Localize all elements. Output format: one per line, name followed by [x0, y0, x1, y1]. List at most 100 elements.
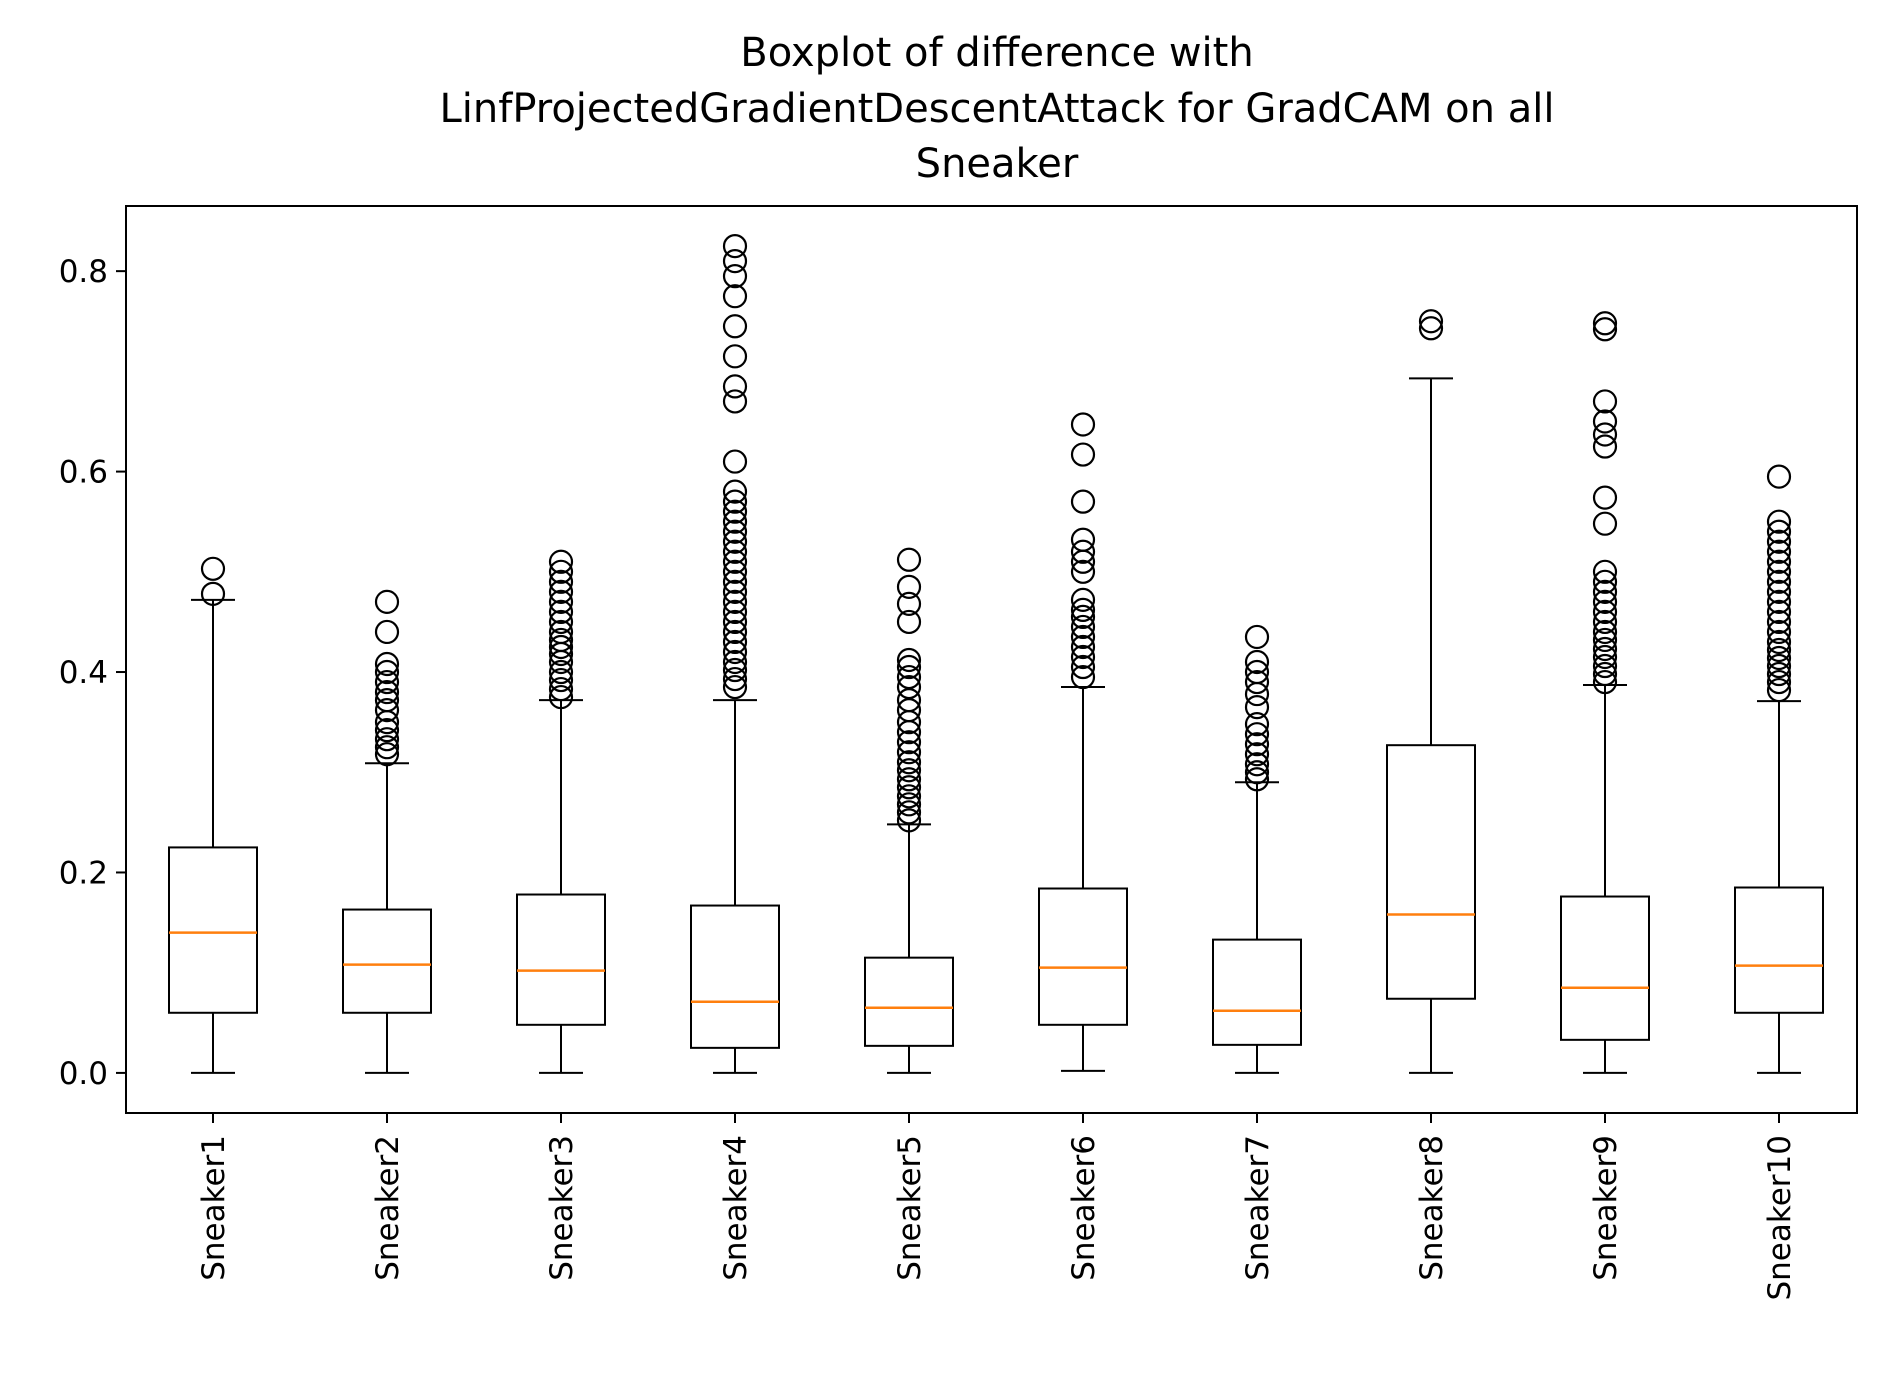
outlier-point [374, 659, 400, 685]
outlier-point [1592, 579, 1618, 604]
outlier-point [722, 249, 748, 274]
outlier-point [722, 549, 748, 574]
box-group-sneaker2 [342, 589, 432, 1074]
outlier-point [1592, 636, 1618, 662]
outlier-point [896, 740, 922, 765]
outlier-point [722, 374, 748, 399]
outlier-point [1070, 624, 1096, 650]
box-group-sneaker3 [516, 549, 606, 1074]
outlier-point [722, 579, 748, 604]
box-group-sneaker10 [1734, 464, 1824, 1074]
outlier-point [1244, 695, 1270, 720]
outlier-point [1070, 527, 1096, 552]
outlier-point [1766, 599, 1792, 624]
outlier-point [1418, 309, 1444, 334]
outlier-point [1592, 317, 1618, 342]
outlier-point [1070, 559, 1096, 584]
outlier-point [722, 569, 748, 594]
outlier-point [1244, 752, 1270, 777]
outlier-point [722, 489, 748, 514]
outlier-point [1070, 442, 1096, 467]
outlier-point [896, 758, 922, 783]
outlier-point [1766, 645, 1792, 671]
outlier-point [374, 718, 400, 743]
outlier-point [1592, 434, 1618, 459]
outlier-point [1592, 661, 1618, 687]
outlier-point [1766, 637, 1792, 663]
outlier-point [1592, 599, 1618, 624]
outlier-point [896, 609, 922, 635]
outlier-point [1244, 722, 1270, 747]
box-group-sneaker4 [690, 233, 780, 1074]
outlier-point [374, 698, 400, 723]
outlier-point [1070, 587, 1096, 612]
y-tick-label: 0.0 [59, 1056, 108, 1092]
outlier-point [896, 591, 922, 616]
outlier-point [1592, 311, 1618, 336]
outlier-point [374, 679, 400, 705]
outlier-point [896, 784, 922, 809]
outlier-point [722, 389, 748, 414]
outlier-point [896, 800, 922, 825]
outlier-point [1070, 634, 1096, 660]
outlier-point [722, 609, 748, 635]
outlier-point [896, 674, 922, 700]
outlier-point [722, 449, 748, 474]
outlier-point [374, 669, 400, 695]
outlier-point [1592, 619, 1618, 645]
outlier-point [200, 581, 226, 606]
outlier-point [1592, 409, 1618, 434]
outlier-point [1070, 597, 1096, 622]
outlier-point [722, 657, 748, 683]
iqr-box [1734, 886, 1824, 1014]
outlier-point [722, 479, 748, 504]
box-group-sneaker1 [168, 556, 258, 1074]
y-tick-label: 0.4 [59, 655, 108, 691]
outlier-point [722, 529, 748, 554]
outlier-point [722, 639, 748, 665]
outlier-point [1592, 559, 1618, 584]
outlier-point [1244, 712, 1270, 737]
outlier-point [1766, 589, 1792, 614]
x-tick-label: Sneaker8 [1414, 1135, 1450, 1281]
outlier-point [1766, 549, 1792, 574]
outlier-point [1766, 579, 1792, 604]
outlier-point [1592, 644, 1618, 670]
outlier-point [1592, 627, 1618, 653]
outlier-point [1070, 539, 1096, 564]
outlier-point [1418, 316, 1444, 341]
iqr-box [1386, 744, 1476, 1000]
outlier-point [1766, 539, 1792, 564]
iqr-box [1038, 887, 1128, 1026]
outlier-point [1244, 767, 1270, 792]
outlier-point [722, 559, 748, 584]
x-tick-label: Sneaker2 [370, 1135, 406, 1281]
outlier-point [722, 509, 748, 534]
x-tick-label: Sneaker9 [1588, 1135, 1624, 1281]
outlier-point [722, 539, 748, 564]
chart-title: Boxplot of difference with LinfProjected… [440, 30, 1555, 187]
outlier-point [1070, 644, 1096, 670]
outlier-point [722, 629, 748, 655]
outlier-point [896, 547, 922, 572]
outlier-point [374, 589, 400, 614]
outlier-point [722, 519, 748, 544]
x-tick-label: Sneaker1 [196, 1135, 232, 1281]
outlier-point [548, 609, 574, 635]
outlier-point [1244, 649, 1270, 675]
outlier-point [722, 499, 748, 524]
outlier-point [548, 549, 574, 574]
outlier-point [548, 599, 574, 624]
outlier-point [722, 674, 748, 700]
outlier-point [1592, 569, 1618, 594]
outlier-point [374, 735, 400, 760]
outlier-point [200, 556, 226, 581]
outlier-point [548, 579, 574, 604]
iqr-box [690, 904, 780, 1049]
outlier-point [1766, 669, 1792, 695]
outlier-point [896, 792, 922, 817]
outlier-point [896, 574, 922, 599]
y-axis: 0.0 0.2 0.4 0.6 0.8 [59, 254, 126, 1092]
outlier-point [1592, 653, 1618, 679]
